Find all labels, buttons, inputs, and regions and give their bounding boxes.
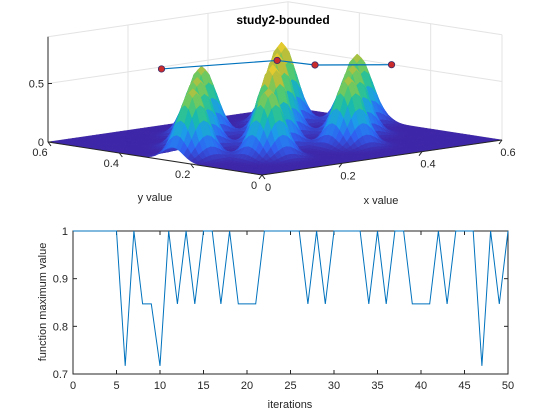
line-plot-ylabel: function maximum value [37,243,49,362]
best-point-line [161,59,392,70]
x-tick-label: 30 [328,380,340,392]
y-tick-label: 0.7 [53,369,68,381]
x-tick-label: 10 [154,380,166,392]
z-tick-label: 0.5 [29,79,44,91]
surface-axes: 00.20.40.600.20.40.600.5 [29,36,516,194]
y-tick-label: 1 [62,226,68,238]
grid-line [47,47,503,84]
surface-ylabel: y value [138,192,173,204]
x-tick-label: 35 [371,380,383,392]
y-tick [261,174,266,180]
x-tick-label: 0.2 [340,170,355,182]
x-tick-label: 15 [197,380,209,392]
y-tick-label: 0.4 [104,158,119,170]
line-plot-ticks: 0 5 10 15 20 25 30 35 40 45 50 0.7 0.8 0.9 1 [53,226,514,392]
best-point-marker [311,61,319,69]
y-axis-line [47,141,263,176]
x-tick-label: 0.4 [420,159,435,171]
line-plot-series [73,230,509,366]
surface-xlabel: x value [364,195,399,207]
y-tick-label: 0.6 [32,147,47,159]
x-tick-label: 25 [284,380,296,392]
x-tick [258,174,263,180]
x-tick-label: 0 [70,380,76,392]
x-tick [498,139,503,145]
y-tick-label: 0.2 [175,169,190,181]
x-tick-label: 45 [458,380,470,392]
x-tick [418,151,423,156]
x-tick [338,163,343,168]
x-axis-line [261,139,503,176]
z-tick-label: 0 [38,137,44,149]
best-point-marker [273,56,281,65]
x-tick-label: 40 [415,380,427,392]
line-plot-xlabel: iterations [268,399,313,411]
series-line [73,230,509,366]
line-plot: 0 5 10 15 20 25 30 35 40 45 50 0.7 0.8 0.9 1 iteration… [37,226,514,411]
y-tick-label: 0 [251,180,257,192]
best-point-marker [157,65,166,73]
surface-title: study2-bounded [236,13,329,27]
x-tick-label: 0.6 [500,147,515,159]
y-tick [118,152,123,158]
y-tick-label: 0.9 [53,274,68,286]
y-tick [190,163,195,169]
y-tick [47,141,52,147]
grid-line [47,1,503,38]
best-point-marker [387,61,396,69]
surface-mesh [47,41,503,176]
surface-plot: 00.20.40.600.20.40.600.5 study2-bounded … [29,1,516,207]
x-tick-label: 50 [502,380,514,392]
y-tick-label: 0.8 [53,321,68,333]
best-point-path [157,56,396,73]
x-tick-label: 20 [241,380,253,392]
x-tick-label: 5 [113,380,119,392]
line-plot-axes-box [72,230,509,375]
x-tick-label: 0 [265,182,271,194]
